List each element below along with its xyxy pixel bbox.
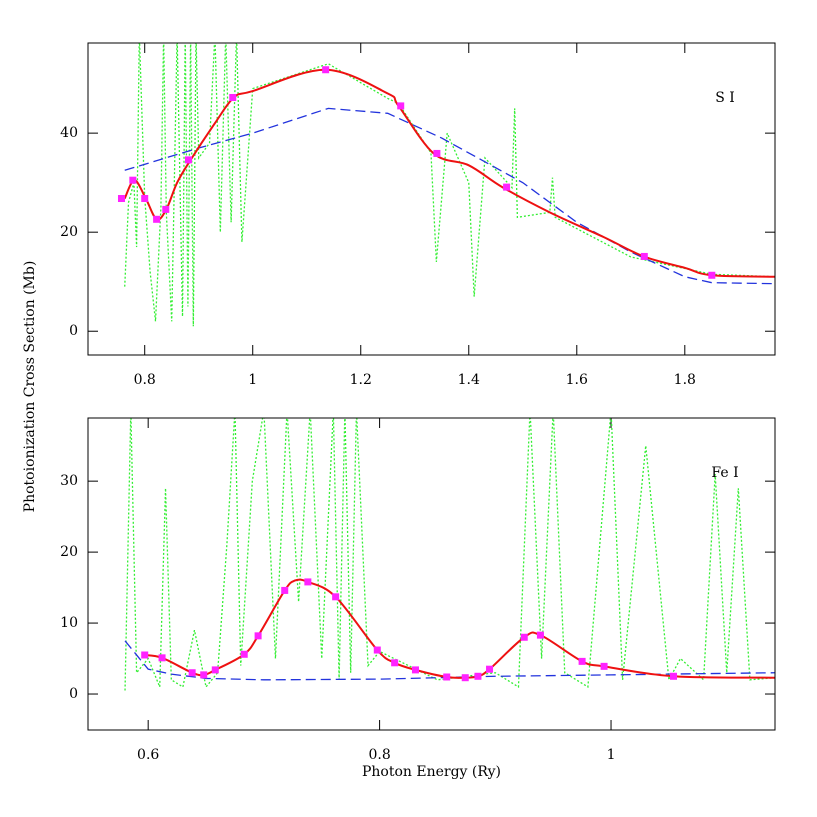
marker bbox=[536, 631, 544, 639]
y-tick-label: 0 bbox=[69, 323, 78, 339]
x-tick-label: 0.8 bbox=[368, 747, 390, 763]
x-tick-label: 1 bbox=[248, 372, 257, 388]
panel-label: Fe I bbox=[711, 465, 738, 481]
marker bbox=[322, 66, 330, 74]
marker bbox=[503, 183, 511, 191]
y-tick-label: 20 bbox=[60, 224, 78, 240]
marker bbox=[117, 195, 125, 203]
x-tick-label: 1.4 bbox=[458, 372, 480, 388]
y-axis-label: Photoionization Cross Section (Mb) bbox=[22, 261, 38, 513]
marker bbox=[708, 271, 716, 279]
marker bbox=[391, 659, 399, 667]
marker bbox=[486, 665, 494, 673]
series-line bbox=[123, 68, 775, 278]
marker bbox=[184, 156, 192, 164]
marker bbox=[578, 657, 586, 665]
y-tick-label: 10 bbox=[60, 615, 78, 631]
marker bbox=[640, 252, 648, 260]
marker bbox=[433, 149, 441, 157]
marker bbox=[254, 632, 262, 640]
marker bbox=[129, 176, 137, 184]
marker bbox=[153, 215, 161, 223]
marker bbox=[670, 672, 678, 680]
panel-label: S I bbox=[715, 90, 735, 106]
x-tick-label: 1 bbox=[607, 747, 616, 763]
marker bbox=[373, 646, 381, 654]
x-tick-label: 1.2 bbox=[350, 372, 372, 388]
marker bbox=[304, 578, 312, 586]
series-line bbox=[124, 418, 775, 691]
plot-frame bbox=[87, 42, 776, 356]
marker bbox=[397, 102, 405, 110]
marker bbox=[332, 593, 340, 601]
y-tick-label: 20 bbox=[60, 544, 78, 560]
marker bbox=[240, 650, 248, 658]
x-tick-label: 0.6 bbox=[137, 747, 159, 763]
marker bbox=[162, 205, 170, 213]
plot-area bbox=[117, 43, 775, 327]
marker bbox=[141, 195, 149, 203]
marker bbox=[229, 93, 237, 101]
marker bbox=[211, 666, 219, 674]
series-line bbox=[124, 640, 775, 681]
marker bbox=[141, 651, 149, 659]
marker bbox=[461, 674, 469, 682]
marker bbox=[188, 669, 196, 677]
x-axis-label: Photon Energy (Ry) bbox=[362, 764, 501, 780]
x-tick-label: 0.8 bbox=[134, 372, 156, 388]
plot-frame bbox=[87, 417, 776, 731]
x-tick-label: 1.8 bbox=[674, 372, 696, 388]
series-line bbox=[124, 107, 775, 285]
marker bbox=[443, 673, 451, 681]
marker bbox=[520, 633, 528, 641]
y-tick-label: 0 bbox=[69, 686, 78, 702]
y-tick-label: 30 bbox=[60, 473, 78, 489]
series-line bbox=[124, 43, 775, 327]
x-tick-label: 1.6 bbox=[566, 372, 588, 388]
marker bbox=[200, 671, 208, 679]
y-tick-label: 40 bbox=[60, 125, 78, 141]
marker bbox=[281, 586, 289, 594]
plot-area bbox=[124, 418, 775, 691]
marker bbox=[158, 654, 166, 662]
marker bbox=[474, 672, 482, 680]
marker bbox=[411, 666, 419, 674]
marker bbox=[600, 662, 608, 670]
